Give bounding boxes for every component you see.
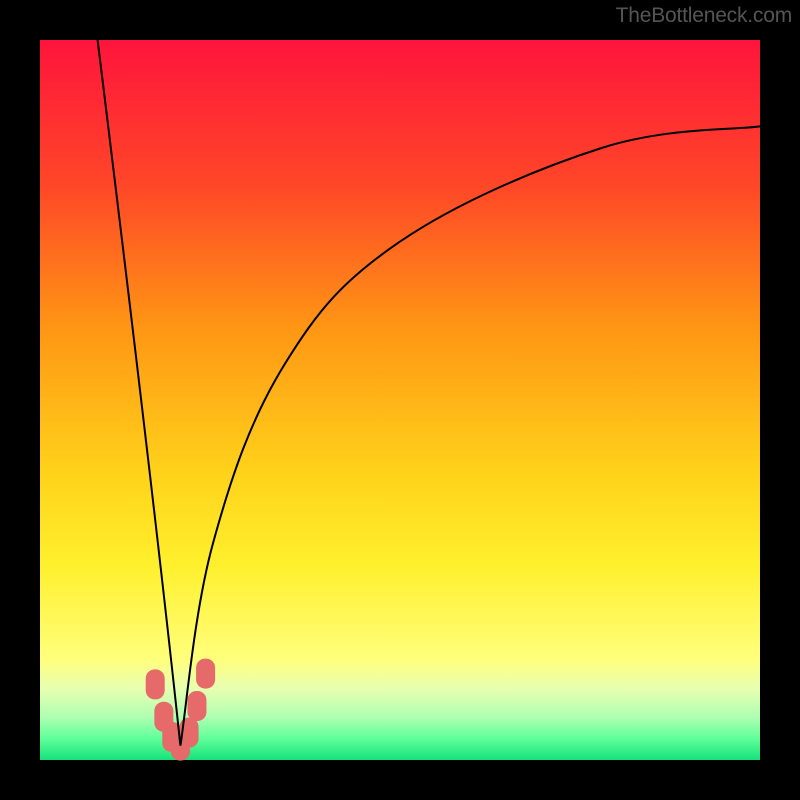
watermark-text: TheBottleneck.com [616,4,792,28]
marker-pill [187,691,206,721]
plot-background [40,40,760,760]
bottleneck-plot [0,0,800,800]
chart-container: TheBottleneck.com [0,0,800,800]
marker-pill [196,659,215,689]
marker-pill [146,669,165,699]
